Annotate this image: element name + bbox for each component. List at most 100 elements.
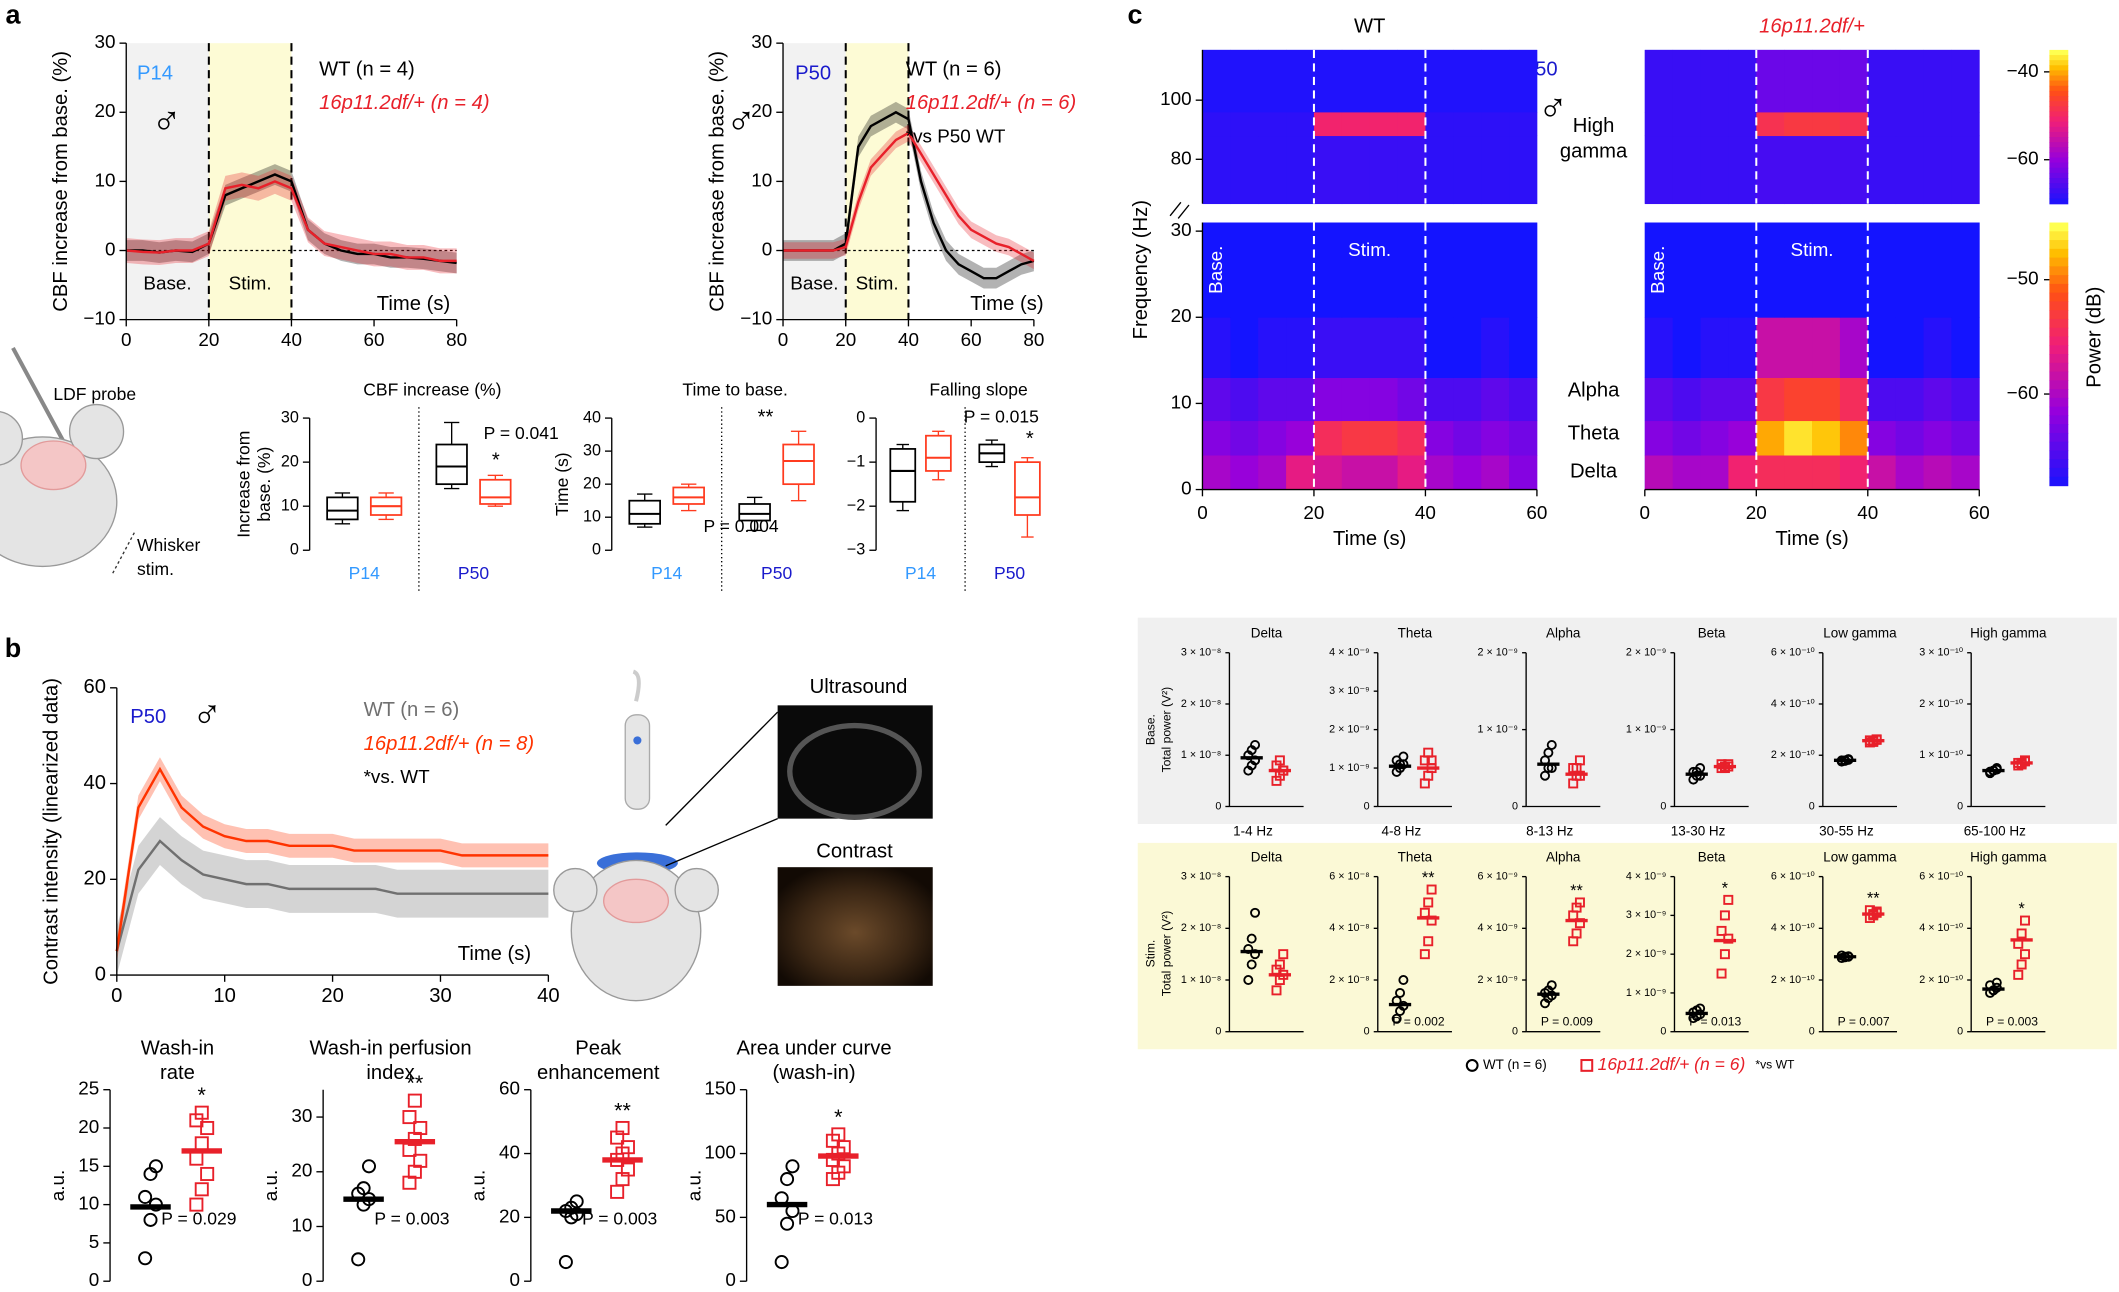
x-tick-label: 20 <box>321 985 344 1007</box>
colorbar-slice <box>2049 380 2069 390</box>
heatmap-cell <box>1867 135 1897 205</box>
heatmap-cell <box>1784 377 1813 422</box>
colorbar-slice <box>2049 275 2069 285</box>
x-tick-label: 20 <box>835 330 856 351</box>
p-value: P = 0.003 <box>374 1209 449 1229</box>
data-point <box>1571 928 1582 939</box>
heatmap-cell <box>1397 222 1426 318</box>
heatmap-cell <box>1644 455 1674 490</box>
heatmap-cell <box>1895 420 1924 456</box>
heatmap-cell <box>1700 222 1729 318</box>
heatmap-cell <box>1644 420 1674 456</box>
heatmap-cell <box>1867 222 1897 318</box>
y-tick-label: 15 <box>78 1155 99 1176</box>
colorbar-slice <box>2049 389 2069 399</box>
data-point <box>138 1189 153 1204</box>
y-tick-label: 2 × 10⁻¹⁰ <box>1771 974 1815 986</box>
heatmap-cell <box>1784 455 1813 490</box>
y-tick-label: 0 <box>1364 800 1370 812</box>
heatmap-cell <box>1258 49 1287 113</box>
heatmap-cell <box>1895 49 1924 113</box>
heatmap-cell <box>1453 49 1482 113</box>
heatmap-cell <box>1313 455 1343 490</box>
colorbar-slice <box>2049 415 2069 425</box>
y-axis-label: Increase from <box>234 431 254 538</box>
x-tick-label: 0 <box>778 330 789 351</box>
chart-title: High gamma <box>1970 849 2047 864</box>
heatmap-cell <box>1839 111 1869 137</box>
heatmap-cell <box>1509 377 1538 422</box>
heatmap-cell <box>1313 222 1343 318</box>
heatmap-cell <box>1397 377 1426 422</box>
y-axis-label: base. (%) <box>254 447 274 522</box>
y-axis-label: CBF increase from base. (%) <box>707 51 729 312</box>
colorbar-slice <box>2049 90 2069 97</box>
heatmap-cell <box>1258 135 1287 205</box>
error-band <box>126 164 457 274</box>
p-value: P = 0.013 <box>1689 1014 1741 1028</box>
annotation: P = 0.004 <box>703 516 778 536</box>
data-point <box>1243 975 1254 986</box>
heatmap-cell <box>1230 377 1259 422</box>
x-tick-label: 0 <box>121 330 132 351</box>
label: Base. <box>1143 714 1157 745</box>
heatmap-cell <box>1341 455 1371 490</box>
heatmap-cell <box>1369 317 1398 378</box>
data-point <box>361 1159 377 1174</box>
heatmap-cell <box>1453 222 1482 318</box>
y-tick-label: 3 × 10⁻⁹ <box>1329 685 1370 697</box>
colorbar-slice <box>2049 441 2069 452</box>
data-point <box>1271 985 1282 996</box>
heatmap-cell <box>1425 317 1454 378</box>
data-point <box>189 1197 204 1212</box>
heatmap-cell <box>1453 317 1482 378</box>
annotation: P = 0.015 <box>964 407 1039 427</box>
box <box>672 486 705 505</box>
colorbar-slice <box>2049 116 2069 123</box>
y-tick-label: 2 × 10⁻⁸ <box>1181 922 1221 934</box>
region-label: Base. <box>143 274 191 295</box>
data-point <box>351 1252 366 1267</box>
x-tick-label: 60 <box>364 330 385 351</box>
x-tick-label: 60 <box>1526 503 1547 524</box>
y-tick-label: 30 <box>583 441 601 459</box>
legend-entry: 16p11.2df/+ (n = 8) <box>364 733 535 755</box>
heatmap-cell <box>1313 135 1343 205</box>
colorbar-slice <box>2049 167 2069 174</box>
y-tick-label: 100 <box>1160 89 1192 110</box>
data-point <box>780 1172 795 1187</box>
x-tick-label: 30 <box>429 985 452 1007</box>
heatmap-cell <box>1202 135 1231 205</box>
heatmap-cell <box>1923 49 1952 113</box>
series-line <box>783 131 1035 262</box>
data-point <box>1398 751 1409 762</box>
heatmap-cell <box>1453 420 1482 456</box>
heatmap-cell <box>1867 455 1897 490</box>
heatmap-cell <box>1672 135 1701 205</box>
data-point <box>1426 884 1437 895</box>
y-tick-label: 20 <box>751 101 772 122</box>
y-tick-label: 0 <box>1809 800 1815 812</box>
heatmap-cell <box>1341 111 1371 137</box>
heatmap-cell <box>1672 111 1701 137</box>
colorbar-slice <box>2049 193 2069 200</box>
y-tick-label: 1 × 10⁻⁹ <box>1478 723 1519 735</box>
heatmap-cell <box>1509 420 1538 456</box>
p-value: P = 0.029 <box>161 1209 236 1229</box>
heatmap-cell <box>1230 420 1259 456</box>
y-tick-label: 4 × 10⁻⁹ <box>1478 922 1519 934</box>
y-tick-label: 0 <box>1957 800 1963 812</box>
y-tick-label: 10 <box>751 170 772 191</box>
colorbar-slice <box>2049 137 2069 143</box>
y-tick-label: 20 <box>499 1206 520 1227</box>
heatmap-cell <box>1509 222 1538 318</box>
heatmap-cell <box>1369 111 1398 137</box>
annotation: ** <box>758 406 774 428</box>
heatmap-cell <box>1230 49 1259 113</box>
chart-title: Beta <box>1698 625 1726 640</box>
y-tick-label: 10 <box>78 1194 99 1215</box>
heatmap-cell <box>1867 377 1897 422</box>
heatmap-cell <box>1286 317 1315 378</box>
x-axis-label: Time (s) <box>1333 528 1406 550</box>
